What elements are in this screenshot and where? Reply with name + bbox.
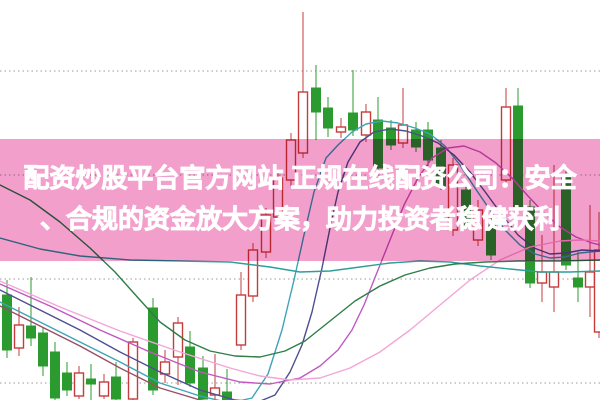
- candle-body-up: [13, 324, 25, 349]
- candle-body-up: [235, 294, 247, 346]
- candle-body-up: [172, 322, 184, 358]
- candle-body-up: [397, 124, 409, 144]
- candle-body-up: [548, 271, 560, 288]
- candle-body-down: [348, 112, 358, 131]
- candle-body-down: [185, 346, 195, 384]
- candle-body-up: [584, 271, 596, 288]
- ma-slow-darkgreen: [0, 184, 600, 358]
- candle-body-up: [98, 381, 110, 397]
- candle-body-up: [536, 271, 548, 284]
- candle-body-down: [386, 127, 396, 146]
- candle-body-down: [311, 87, 321, 113]
- candle-body-down: [86, 378, 96, 385]
- candle-body-up: [593, 249, 600, 333]
- candle-body-down: [62, 372, 72, 391]
- candle-body-down: [26, 325, 36, 339]
- candle-body-up: [335, 126, 347, 133]
- candle-body-down: [198, 367, 208, 400]
- candle-body-down: [148, 307, 158, 391]
- candle-body-up: [73, 372, 85, 397]
- candle-body-down: [2, 294, 12, 351]
- headline-line-1: 配资炒股平台官方网站 正规在线配资公司：安全: [23, 163, 577, 194]
- candle-body-up: [297, 91, 309, 154]
- candle-body-down: [38, 332, 48, 367]
- headline-line-2: 、合规的资金放大方案，助力投资者稳健获利: [39, 204, 561, 235]
- ma-maroon: [0, 305, 203, 400]
- candle-body-down: [323, 107, 333, 129]
- candle-body-down: [111, 376, 121, 400]
- candle-body-up: [247, 249, 259, 297]
- candle-body-down: [50, 351, 60, 399]
- candle-body-down: [573, 277, 583, 288]
